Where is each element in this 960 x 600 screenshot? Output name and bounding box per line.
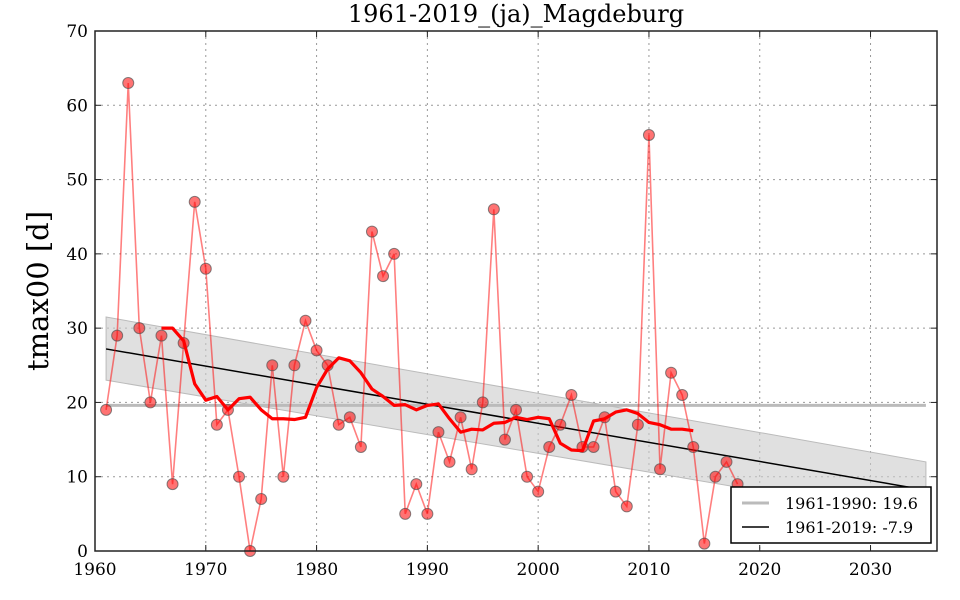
data-point (654, 463, 667, 476)
data-point (410, 478, 423, 491)
y-axis: 0 10 20 30 40 50 60 70 (66, 22, 937, 562)
observed-line (105, 82, 739, 552)
data-point (454, 411, 467, 424)
data-point (532, 485, 545, 498)
x-tick-label: 1980 (295, 560, 338, 580)
data-point (443, 455, 456, 468)
y-tick-label: 10 (66, 468, 88, 488)
data-point (698, 537, 711, 550)
data-point (155, 329, 168, 342)
y-tick-label: 20 (66, 393, 88, 413)
data-point (354, 441, 367, 453)
data-point (565, 389, 578, 401)
data-point (388, 247, 401, 260)
data-point (421, 507, 434, 520)
data-point (498, 433, 511, 446)
moving-average-line (161, 326, 694, 453)
data-point (476, 396, 489, 409)
data-point (642, 129, 655, 141)
data-point (233, 470, 246, 483)
x-tick-label: 2030 (849, 560, 892, 580)
y-tick-label: 40 (66, 245, 88, 265)
data-point (521, 470, 534, 483)
legend-box (730, 486, 932, 544)
data-point (122, 77, 135, 89)
data-point (720, 455, 733, 468)
y-tick-label: 60 (66, 96, 88, 116)
y-tick-label: 70 (66, 22, 88, 42)
trend-group (105, 348, 927, 491)
x-tick-label: 1970 (184, 560, 227, 580)
x-tick-label: 1990 (406, 560, 449, 580)
data-point (332, 418, 345, 431)
data-point (100, 403, 113, 416)
data-point (687, 441, 700, 453)
chart-title: 1961-2019_(ja)_Magdeburg (348, 0, 684, 28)
moving-average-series (161, 326, 694, 453)
data-point (144, 396, 157, 409)
data-point (210, 418, 223, 431)
observed-series (100, 77, 744, 557)
data-point (310, 344, 323, 357)
data-point (665, 366, 678, 379)
data-point (465, 463, 478, 476)
data-point (255, 493, 268, 505)
data-point (487, 203, 500, 216)
y-tick-label: 50 (66, 171, 88, 191)
data-point (188, 195, 201, 208)
y-axis-label: tmax00 [d] (21, 211, 55, 371)
data-point (676, 389, 689, 401)
data-point (543, 441, 556, 453)
data-point (299, 314, 312, 327)
data-point (399, 507, 412, 520)
data-point (709, 470, 722, 483)
legend: 1961-1990: 19.6 1961-2019: -7.9 (730, 486, 932, 544)
data-point (432, 426, 445, 439)
legend-label-baseline: 1961-1990: 19.6 (785, 494, 918, 513)
y-tick-label: 30 (66, 319, 88, 339)
x-tick-label: 2000 (517, 560, 560, 580)
data-point (609, 485, 622, 498)
data-point (377, 270, 390, 283)
data-point (199, 262, 212, 275)
legend-label-trend: 1961-2019: -7.9 (785, 518, 913, 537)
data-point (510, 403, 522, 416)
data-point (365, 225, 378, 238)
trend-line (105, 348, 927, 491)
plot-frame (94, 30, 938, 552)
data-point (631, 418, 644, 431)
data-point (587, 441, 600, 453)
x-tick-label: 2010 (627, 560, 670, 580)
data-point (277, 470, 290, 483)
x-tick-label: 2020 (738, 560, 781, 580)
data-point (166, 478, 179, 491)
data-point (288, 359, 301, 372)
y-tick-label: 0 (77, 542, 88, 562)
data-point (111, 329, 124, 342)
x-tick-label: 1960 (73, 560, 116, 580)
data-point (620, 500, 633, 513)
data-point (266, 359, 279, 372)
x-axis: 1960 1970 1980 1990 2000 2010 2020 2030 (73, 31, 892, 580)
data-point (343, 411, 356, 424)
data-point (554, 418, 567, 431)
plot-border (94, 30, 938, 552)
data-point (133, 322, 146, 335)
